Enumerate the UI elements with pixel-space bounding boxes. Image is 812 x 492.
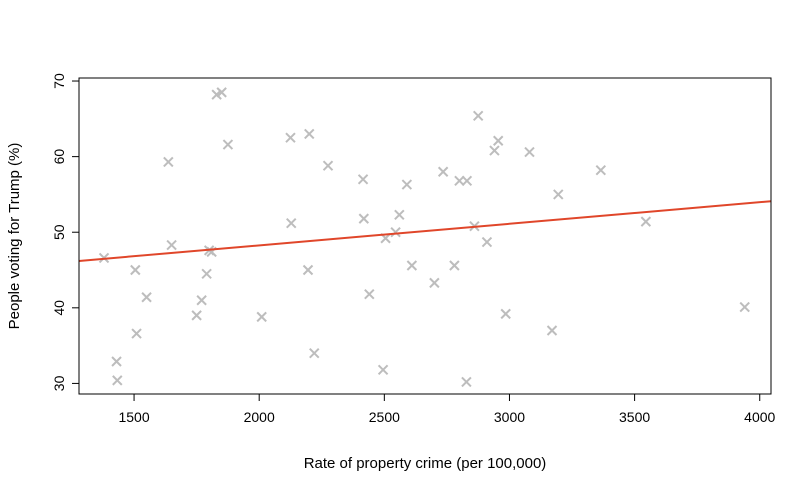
trend-line xyxy=(78,200,772,262)
data-point xyxy=(500,308,511,320)
data-point xyxy=(394,209,405,221)
y-axis-title: People voting for Trump (%) xyxy=(6,143,23,330)
data-point xyxy=(461,175,473,187)
data-point xyxy=(166,239,177,251)
y-tick-label: 50 xyxy=(51,224,67,240)
data-point xyxy=(449,260,460,271)
data-point xyxy=(111,356,122,367)
y-tick-label: 60 xyxy=(51,149,67,165)
y-tick-label: 40 xyxy=(51,300,67,316)
data-point xyxy=(358,213,370,224)
data-point xyxy=(222,139,234,150)
points-layer xyxy=(98,87,750,388)
data-point xyxy=(201,268,212,280)
x-tick-label: 2000 xyxy=(244,409,275,425)
x-axis: 1500 2000 2500 3000 3500 4000 xyxy=(118,393,776,425)
data-point xyxy=(302,264,314,276)
data-point xyxy=(216,87,227,98)
y-axis: 30 40 50 60 70 xyxy=(51,73,80,391)
data-point xyxy=(492,135,504,146)
data-point xyxy=(489,145,500,156)
data-point xyxy=(739,301,750,313)
y-tick-label: 30 xyxy=(51,375,67,391)
data-point xyxy=(112,375,123,386)
data-point xyxy=(640,216,652,227)
data-point xyxy=(546,325,558,336)
x-tick-label: 3500 xyxy=(619,409,650,425)
data-point xyxy=(406,260,418,271)
data-point xyxy=(286,217,297,229)
data-point xyxy=(191,310,202,321)
data-point xyxy=(130,264,141,276)
data-point xyxy=(454,175,465,187)
data-point xyxy=(131,328,142,339)
plot-frame xyxy=(78,77,772,395)
data-point xyxy=(256,311,267,323)
x-tick-label: 1500 xyxy=(118,409,149,425)
data-point xyxy=(401,179,413,190)
data-point xyxy=(481,236,493,248)
data-point xyxy=(472,110,484,122)
data-point xyxy=(309,347,320,359)
data-point xyxy=(364,289,375,300)
x-tick-label: 4000 xyxy=(744,409,775,425)
y-tick-label: 70 xyxy=(51,73,67,89)
x-tick-label: 2500 xyxy=(369,409,400,425)
data-point xyxy=(429,277,440,289)
data-point xyxy=(377,364,389,376)
data-point xyxy=(304,128,315,140)
data-point xyxy=(357,174,369,185)
data-point xyxy=(141,292,152,303)
data-point xyxy=(390,227,401,238)
data-point xyxy=(524,146,535,158)
data-point xyxy=(553,189,564,200)
data-point xyxy=(285,132,296,143)
data-point xyxy=(595,165,607,176)
data-point xyxy=(163,156,174,168)
data-point xyxy=(322,160,334,171)
data-point xyxy=(461,376,472,388)
data-point xyxy=(196,295,207,306)
x-axis-title: Rate of property crime (per 100,000) xyxy=(304,455,547,472)
data-point xyxy=(437,166,449,177)
x-tick-label: 3000 xyxy=(494,409,525,425)
